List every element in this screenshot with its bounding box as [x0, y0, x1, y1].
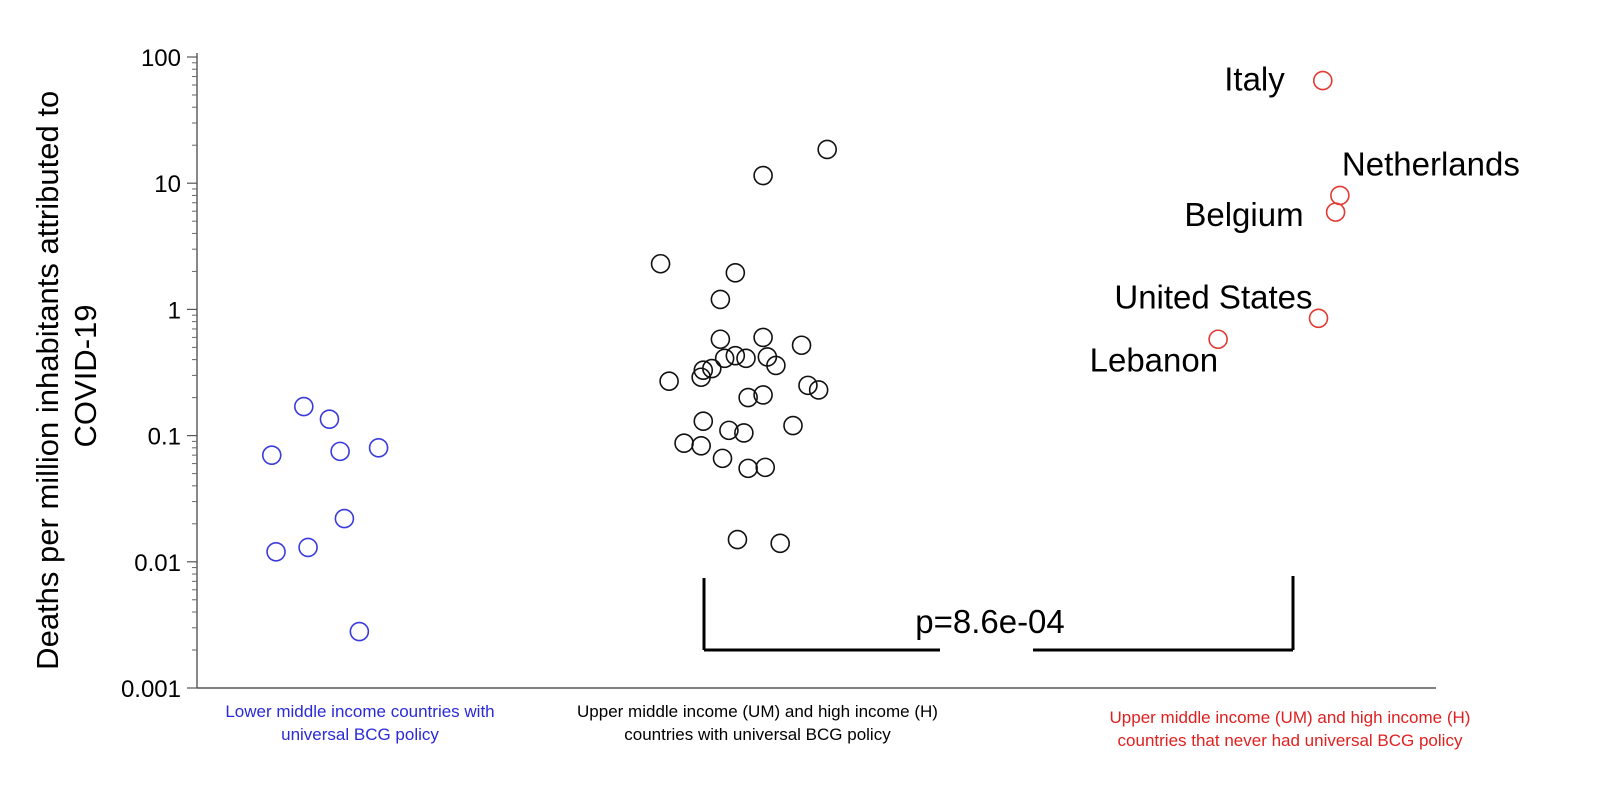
data-point — [1312, 70, 1333, 91]
data-point — [1325, 202, 1346, 222]
data-point — [266, 542, 286, 562]
significance-bracket: p=8.6e-04 — [702, 576, 1295, 652]
country-label: United States — [1114, 278, 1312, 315]
data-point — [674, 433, 694, 454]
y-axis-label: Deaths per million inhabitants attribute… — [30, 82, 103, 670]
data-point — [753, 165, 773, 186]
y-tick-label: 1 — [168, 297, 181, 324]
group2-label: Upper middle income (UM) and high income… — [577, 702, 938, 744]
country-label: Lebanon — [1090, 341, 1218, 378]
data-point — [319, 409, 340, 429]
data-point — [798, 375, 818, 396]
data-point — [736, 348, 756, 369]
y-ticks: 100 10 1 0.1 0.01 0.001 — [121, 45, 197, 703]
y-tick-label: 10 — [154, 171, 181, 198]
y-axis-label-line1: Deaths per million inhabitants attribute… — [30, 91, 65, 670]
y-tick-label: 100 — [141, 45, 181, 72]
y-axis-label-line2: COVID-19 — [68, 305, 103, 448]
data-point — [725, 262, 746, 283]
data-point — [719, 420, 739, 441]
data-point — [261, 445, 282, 465]
data-point — [294, 396, 314, 417]
data-point — [691, 367, 711, 388]
data-point — [712, 448, 733, 469]
data-point — [659, 371, 679, 391]
axes — [196, 53, 1436, 689]
data-point — [650, 253, 671, 274]
y-tick-label: 0.001 — [121, 676, 181, 703]
data-point — [1308, 308, 1329, 329]
data-point — [349, 621, 370, 642]
data-point — [738, 458, 758, 479]
group3-label: Upper middle income (UM) and high income… — [1109, 708, 1471, 750]
data-point — [808, 380, 829, 400]
data-point — [766, 355, 786, 376]
p-value-label: p=8.6e-04 — [915, 603, 1065, 640]
country-label: Netherlands — [1342, 145, 1520, 182]
country-label: Belgium — [1184, 196, 1303, 233]
data-point — [738, 387, 758, 408]
y-tick-label: 0.01 — [134, 550, 181, 577]
country-label: Italy — [1224, 61, 1285, 98]
data-point — [727, 529, 748, 550]
data-point — [710, 329, 731, 350]
data-point — [755, 457, 776, 478]
group1-label: Lower middle income countries with unive… — [225, 702, 495, 744]
data-point — [691, 436, 711, 456]
data-point — [1330, 185, 1350, 206]
data-point — [693, 360, 714, 380]
data-point — [753, 327, 773, 348]
country-labels: Italy Netherlands Belgium United States Leba… — [1090, 61, 1520, 379]
data-point — [334, 508, 355, 529]
data-point — [330, 441, 350, 462]
y-tick-label: 0.1 — [148, 424, 181, 451]
data-point — [783, 415, 803, 436]
data-point — [791, 335, 812, 356]
data-point — [1208, 329, 1228, 350]
data-point — [714, 348, 735, 369]
data-points — [261, 70, 1350, 642]
data-point — [725, 345, 746, 366]
data-point — [817, 139, 837, 160]
data-point — [734, 423, 754, 443]
data-point — [368, 438, 389, 458]
data-point — [693, 411, 714, 432]
data-point — [710, 289, 731, 310]
data-point — [753, 385, 773, 405]
data-point — [298, 537, 318, 558]
data-point — [770, 533, 790, 554]
